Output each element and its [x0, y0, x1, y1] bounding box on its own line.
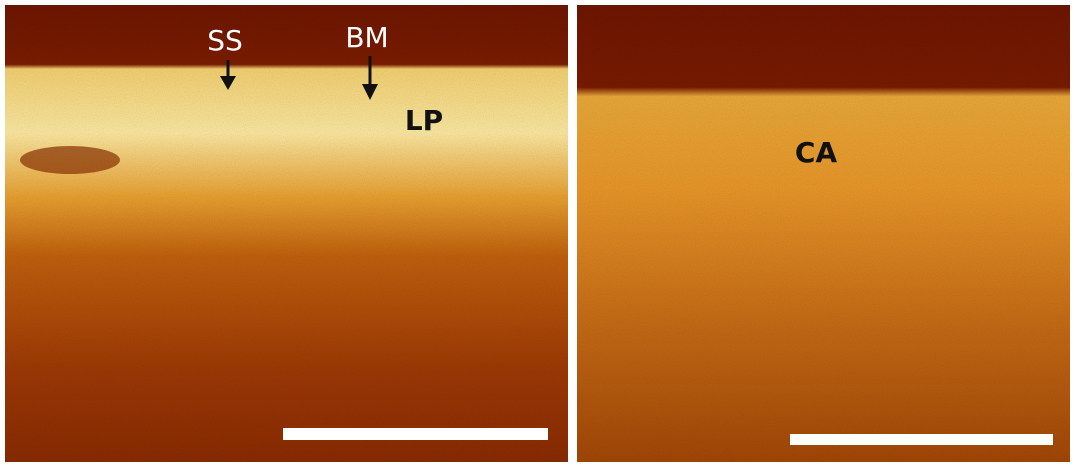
label: SS [207, 24, 243, 57]
label: LP [405, 104, 443, 137]
label: CA [795, 136, 838, 169]
right-panel: CA [577, 5, 1070, 462]
scale-bar [283, 428, 548, 440]
scale-bar [790, 434, 1053, 445]
left-panel: SS BM LP [5, 5, 568, 462]
figure: SS BM LP CA [0, 0, 1074, 466]
texture [577, 5, 1070, 462]
texture [5, 5, 568, 462]
label: BM [345, 21, 388, 54]
